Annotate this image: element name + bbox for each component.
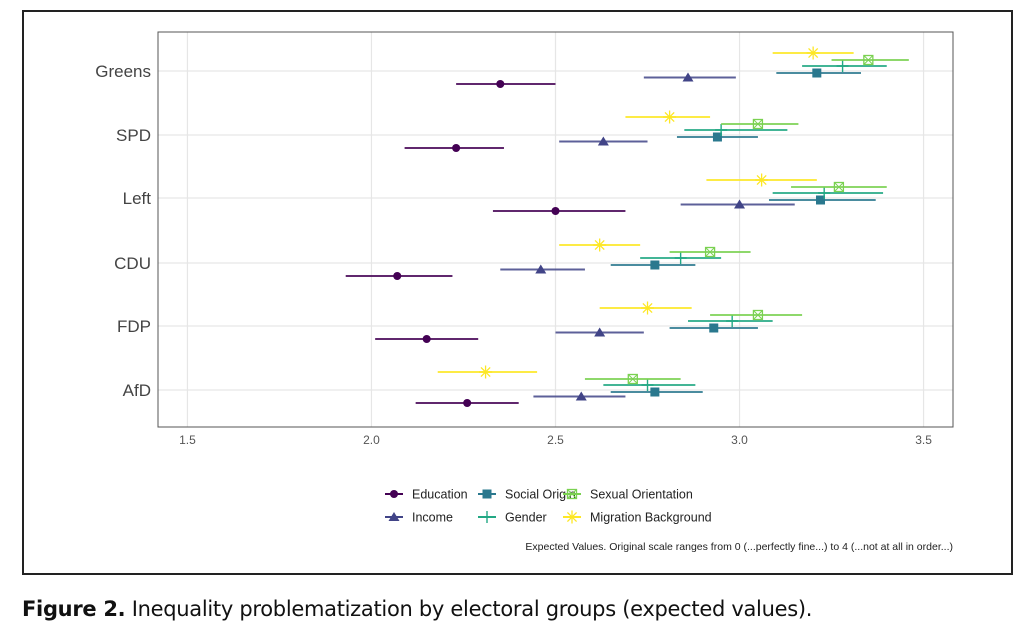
chart-note: Expected Values. Original scale ranges f… [525,541,953,553]
caption-label: Figure 2. [22,597,126,621]
data-point [752,118,764,130]
data-point [863,54,874,66]
y-tick-label: CDU [114,254,151,273]
data-point [496,80,505,88]
data-point [650,387,660,397]
data-point [594,327,606,337]
legend-item: Education [385,488,468,502]
data-point [627,373,638,385]
series-social-origin [610,68,876,397]
data-point [734,199,746,209]
x-tick-label: 2.0 [363,433,380,447]
data-point [812,68,822,78]
legend-key-triangle-icon [388,512,400,521]
data-point-x [863,55,874,65]
plot-panel-border [157,31,954,428]
series-sexual-orientation [584,54,909,385]
legend-key-square-cross-icon-x [567,489,577,499]
y-tick-label: FDP [117,317,151,336]
data-point [551,207,560,215]
data-point [422,335,431,343]
data-point-ray [642,302,653,314]
legend-label: Income [412,511,453,525]
x-tick-label: 3.5 [915,433,932,447]
data-point [535,264,547,274]
series-income [500,72,795,401]
legend-key-square-icon [482,489,492,499]
data-point-ray [756,174,767,186]
y-tick-label: Greens [95,62,151,81]
data-point-ray [480,366,491,378]
caption-text: Inequality problematization by electoral… [131,597,813,621]
legend-item: Sexual Orientation [563,488,693,502]
data-point [650,260,660,270]
y-tick-label: SPD [116,126,151,145]
legend-label: Education [412,488,468,502]
series-education [345,80,626,407]
data-point [833,181,845,193]
data-point-ray [594,239,605,251]
data-point [752,309,764,321]
legend-item: Migration Background [563,510,712,525]
data-point-ray [808,47,819,59]
data-point [463,399,472,407]
x-axis-labels: 1.5 2.0 2.5 3.0 3.5 [179,433,932,447]
data-point-x [705,247,715,257]
legend-label: Gender [505,511,547,525]
data-point [452,144,461,152]
legend-key-asterisk-icon-ray [566,511,578,523]
chart-marks [345,46,909,407]
data-point [712,132,722,142]
data-point [575,391,587,401]
series-gender [603,60,887,391]
legend-item: Social Origin [478,488,576,502]
data-point [393,272,402,280]
series-migration-background [437,46,854,379]
legend: Education Income Social Origin Gender Sexual… [385,488,712,525]
legend-label: Social Origin [505,488,576,502]
figure-caption: Figure 2. Inequality problematization by… [22,597,812,621]
data-point-ray [664,111,675,123]
x-tick-label: 2.5 [547,433,564,447]
data-point [597,136,609,146]
data-point-x [753,310,763,320]
data-point [709,323,719,333]
y-axis-labels: Greens SPD Left CDU FDP AfD [95,62,151,400]
data-point-x [753,119,763,129]
y-tick-label: AfD [123,381,151,400]
grid [158,32,953,427]
legend-item: Gender [478,511,547,525]
x-tick-label: 3.0 [731,433,748,447]
legend-label: Sexual Orientation [590,488,693,502]
x-tick-label: 1.5 [179,433,196,447]
legend-label: Migration Background [590,511,712,525]
legend-key-circle-icon [390,490,398,498]
data-point-x [627,374,638,384]
data-point-x [834,182,844,192]
chart: Greens SPD Left CDU FDP AfD 1.5 2.0 2.5 3.0 3.5 E… [95,31,954,553]
legend-item: Income [385,511,453,525]
data-point [704,246,716,258]
y-tick-label: Left [123,189,152,208]
data-point [682,72,694,82]
data-point [816,195,825,205]
legend-key-square-cross-icon [566,488,578,500]
